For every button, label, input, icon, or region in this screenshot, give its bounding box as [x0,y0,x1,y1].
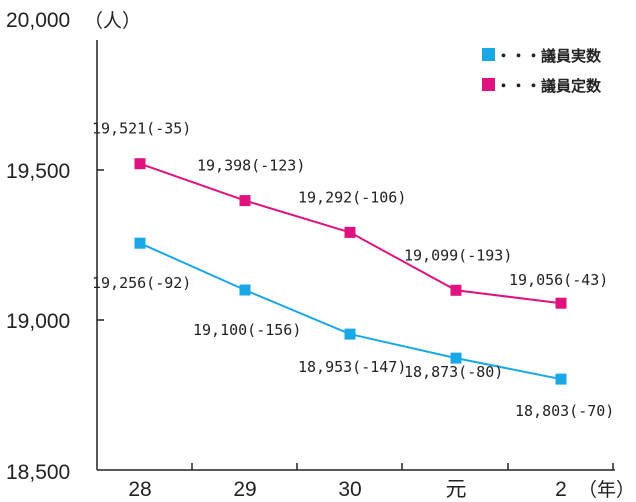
y-unit-label: （人） [84,10,141,32]
data-point-quota [555,297,567,309]
data-label-actual: 18,803(-70) [515,402,614,420]
legend: ・・・議員実数 ・・・議員定数 [482,47,602,95]
plot-area: 19,521(-35) 19,398(-123) 19,292(-106) 19,09… [92,120,614,420]
data-label-actual: 18,873(-80) [404,363,503,381]
legend-label-quota: ・・・議員定数 [496,77,602,95]
data-point-quota [134,158,146,170]
data-point-actual [134,237,146,249]
x-tick-label-30: 30 [338,478,361,501]
y-tick-label-19000: 19,000 [6,310,70,333]
data-label-actual: 19,100(-156) [193,321,301,339]
data-point-quota [239,195,251,207]
data-point-actual [450,352,462,364]
legend-swatch-quota [482,78,495,91]
x-axis: 28 29 30 元 2 （年） [97,463,635,501]
x-tick-label-29: 29 [233,478,256,501]
x-tick-label-28: 28 [128,478,151,501]
legend-swatch-actual [482,48,495,61]
data-label-quota: 19,292(-106) [298,188,406,206]
data-label-quota: 19,056(-43) [509,271,608,289]
x-tick-label-2: 2 [555,478,567,501]
data-point-actual [555,373,567,385]
y-tick-label-20000: 20,000 [6,9,70,32]
data-point-quota [344,226,356,238]
data-label-actual: 19,256(-92) [92,274,191,292]
x-tick-label-gan: 元 [446,478,467,501]
y-tick-label-18500: 18,500 [6,461,70,484]
y-axis: 20,000 19,500 19,000 18,500 （人） [6,9,141,484]
data-point-actual [344,328,356,340]
data-label-actual: 18,953(-147) [298,358,406,376]
data-point-quota [450,284,462,296]
data-label-quota: 19,398(-123) [197,157,305,175]
legend-label-actual: ・・・議員実数 [496,47,602,65]
data-label-quota: 19,099(-193) [404,246,512,264]
x-unit-label: （年） [578,479,635,501]
y-tick-label-19500: 19,500 [6,160,70,183]
data-point-actual [239,284,251,296]
data-label-quota: 19,521(-35) [92,120,191,138]
